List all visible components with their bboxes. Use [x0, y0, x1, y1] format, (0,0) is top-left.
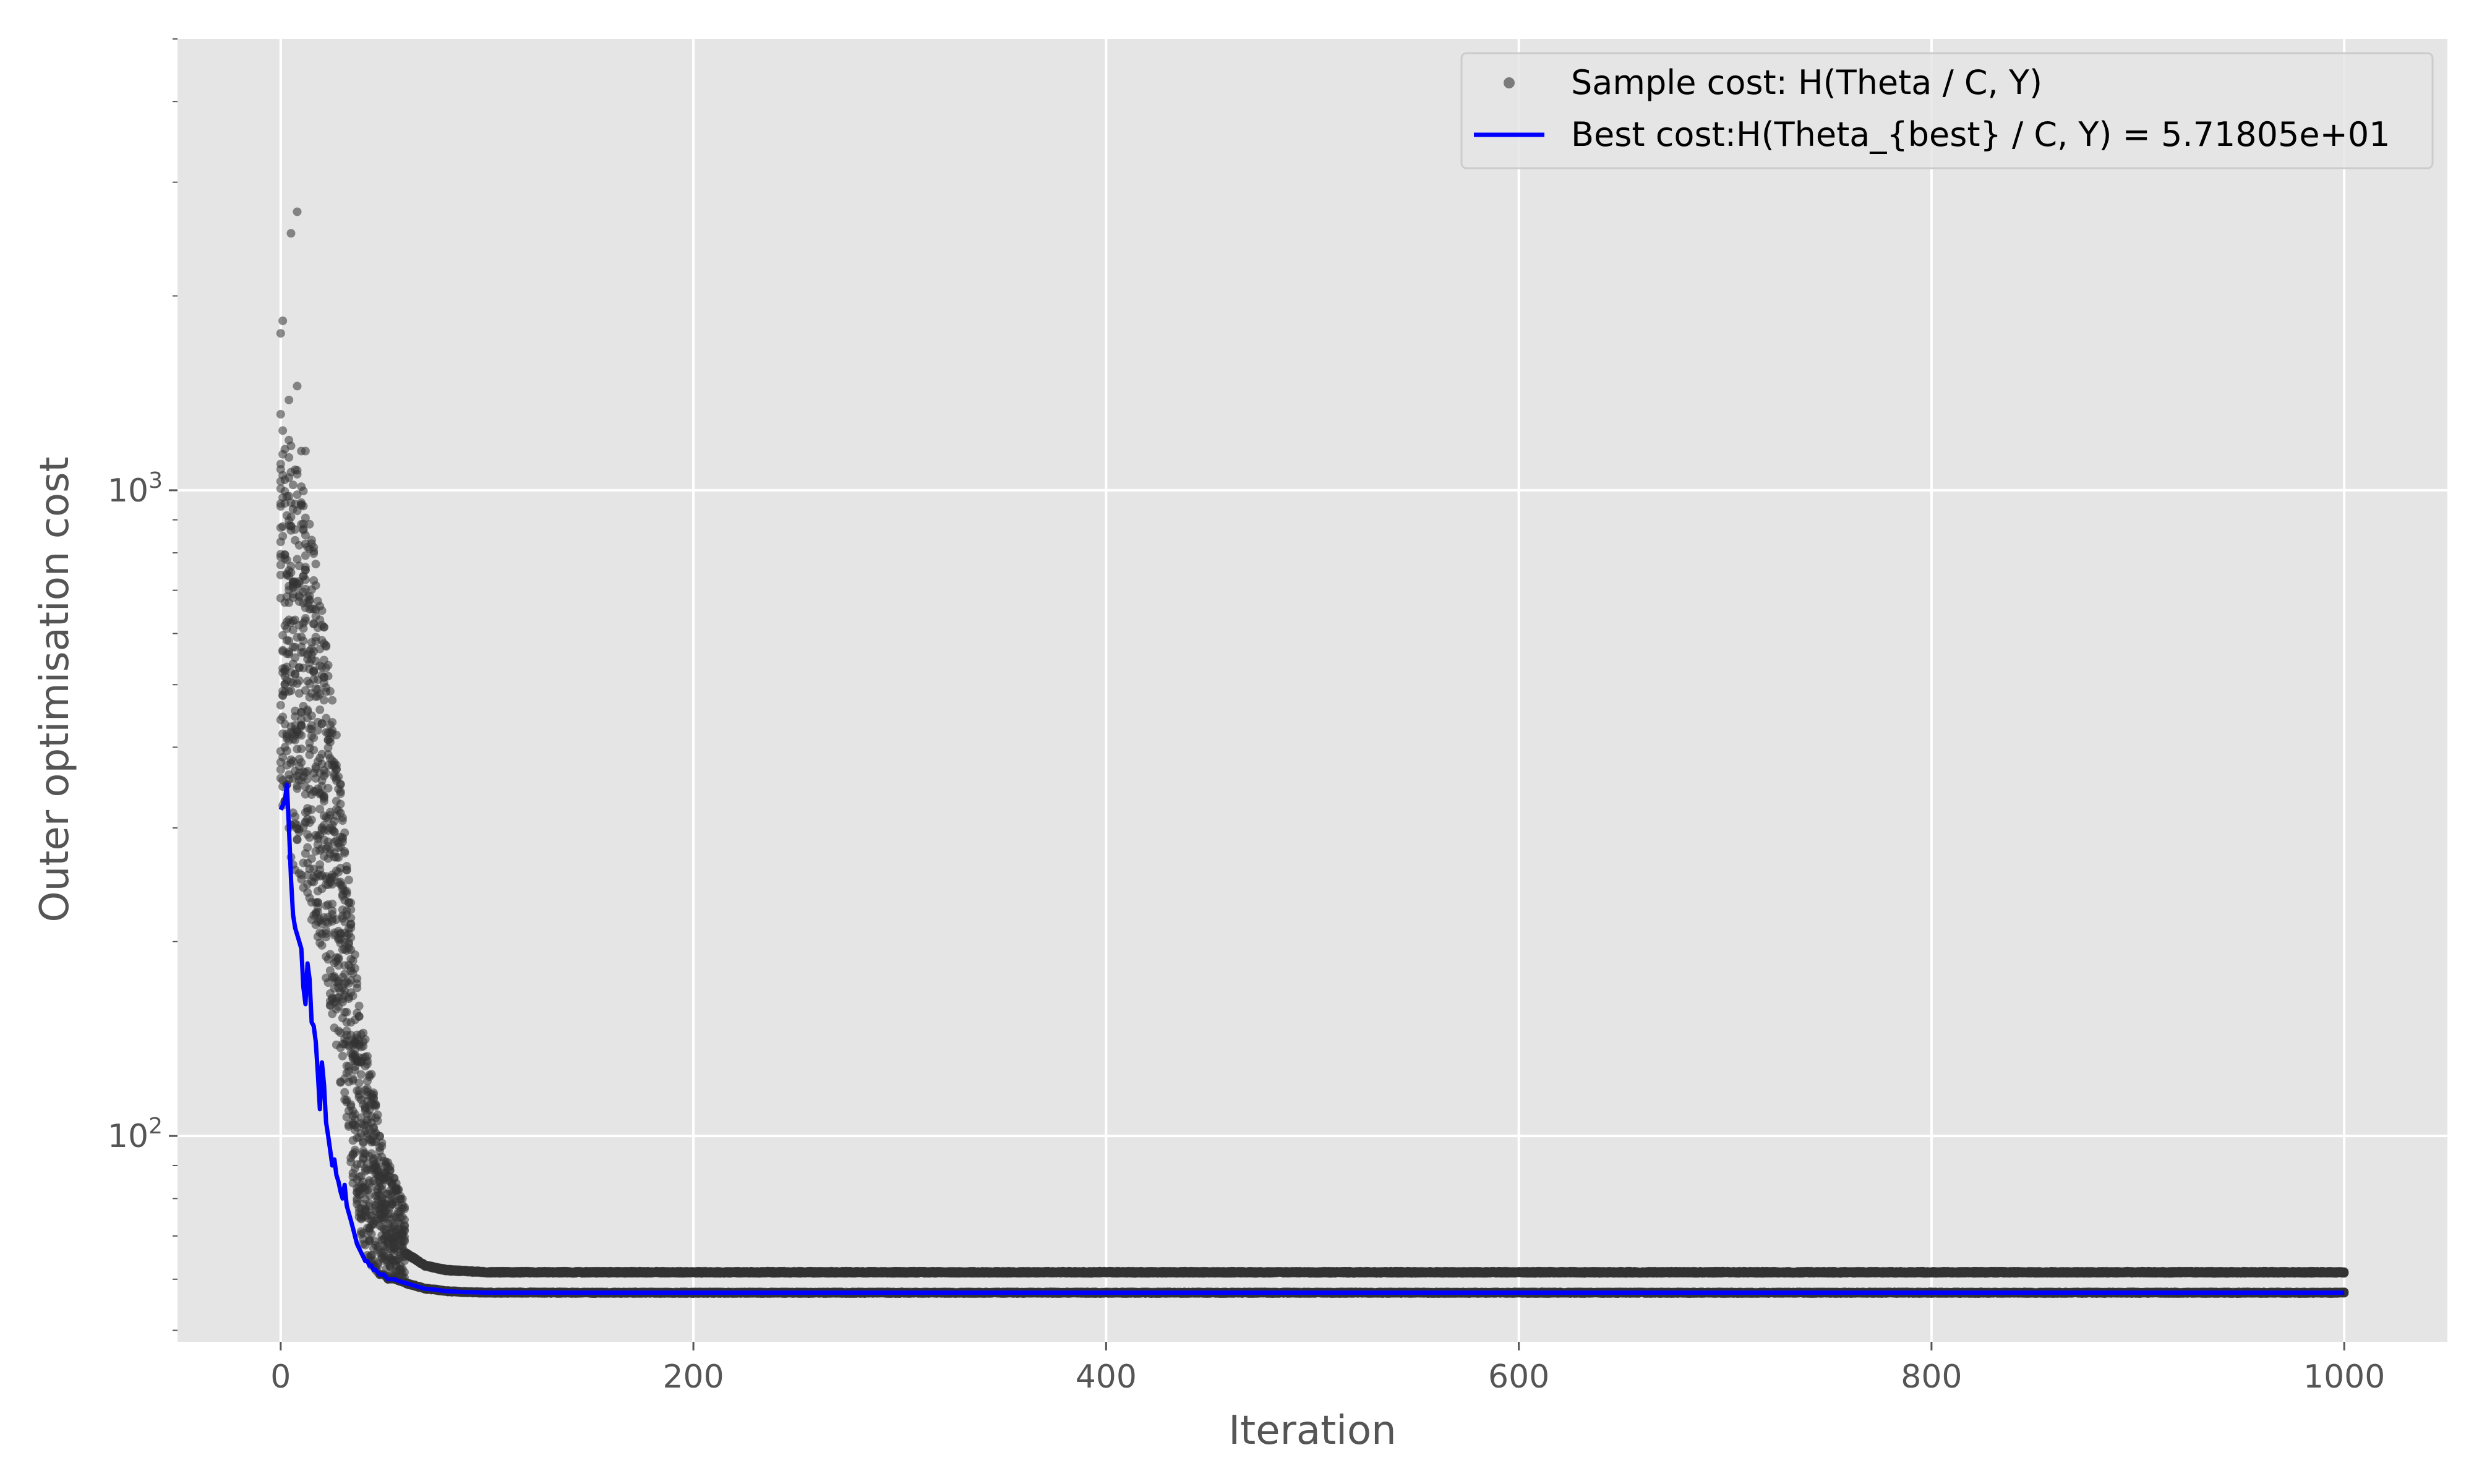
sample-cost-point	[322, 642, 330, 651]
sample-cost-point	[334, 772, 343, 781]
sample-cost-point	[400, 1268, 409, 1277]
sample-cost-point	[283, 746, 291, 755]
sample-cost-point	[377, 1138, 386, 1147]
sample-cost-point	[336, 789, 345, 798]
sample-cost-point	[340, 847, 349, 856]
sample-cost-point	[343, 889, 351, 898]
sample-cost-point	[297, 744, 306, 753]
sample-cost-point	[326, 738, 335, 746]
plot-background	[178, 39, 2447, 1342]
sample-cost-point	[318, 941, 327, 950]
sample-cost-point	[324, 661, 333, 670]
sample-cost-point	[314, 898, 322, 907]
sample-cost-point	[287, 562, 296, 571]
sample-cost-point	[351, 950, 359, 959]
sample-cost-point	[374, 1111, 382, 1119]
sample-cost-point	[307, 805, 316, 814]
sample-cost-point	[355, 1078, 364, 1087]
sample-cost-point	[340, 1088, 349, 1097]
sample-cost-point	[324, 672, 333, 680]
sample-cost-point	[307, 712, 316, 720]
sample-cost-point	[326, 687, 335, 696]
sample-cost-point	[398, 1195, 407, 1203]
sample-cost-point	[301, 575, 310, 584]
sample-cost-point	[357, 1070, 366, 1079]
sample-cost-point	[346, 933, 355, 942]
sample-cost-point	[301, 566, 310, 574]
sample-cost-point	[278, 532, 287, 540]
sample-cost-point	[346, 898, 355, 907]
sample-cost-point	[328, 696, 336, 705]
sample-cost-point	[295, 676, 304, 685]
sample-cost-point	[363, 1060, 372, 1068]
sample-cost-point	[351, 1148, 359, 1157]
sample-cost-point	[367, 1070, 376, 1078]
sample-cost-point	[343, 866, 351, 874]
sample-cost-point	[322, 926, 330, 935]
sample-cost-point	[307, 816, 316, 824]
sample-cost-point	[328, 718, 336, 727]
sample-cost-point	[338, 816, 347, 825]
sample-cost-point	[287, 441, 296, 450]
sample-cost-point	[312, 581, 320, 590]
sample-cost-point	[312, 560, 320, 568]
sample-cost-point	[363, 1052, 372, 1060]
sample-cost-point	[320, 696, 328, 704]
sample-cost-point	[293, 835, 302, 844]
sample-cost-point	[309, 733, 318, 742]
sample-cost-point	[309, 543, 318, 552]
sample-cost-point	[355, 1002, 364, 1010]
sample-cost-point	[285, 453, 293, 462]
sample-cost-point	[400, 1222, 409, 1230]
sample-cost-point	[400, 1235, 409, 1244]
sample-cost-point	[400, 1203, 409, 1211]
sample-cost-point	[287, 513, 296, 521]
sample-cost-point	[332, 765, 341, 774]
sample-cost-point	[320, 791, 328, 800]
sample-cost-point	[306, 595, 314, 604]
sample-cost-point	[320, 623, 328, 631]
sample-cost-point	[315, 860, 324, 869]
sample-cost-point	[309, 746, 318, 754]
sample-cost-point	[276, 410, 285, 419]
sample-cost-point	[367, 1230, 376, 1239]
sample-cost-point	[343, 1008, 351, 1017]
sample-cost-point	[345, 876, 353, 884]
sample-cost-point	[306, 520, 314, 529]
sample-cost-point	[276, 701, 285, 710]
sample-cost-point	[334, 953, 343, 962]
sample-cost-point	[371, 1102, 380, 1111]
sample-cost-point	[278, 426, 287, 435]
sample-cost-point	[346, 919, 355, 928]
sample-cost-point	[307, 855, 316, 863]
sample-cost-point	[332, 731, 341, 740]
sample-cost-point	[299, 487, 308, 495]
sample-cost-point	[307, 535, 316, 544]
sample-cost-point	[287, 686, 296, 695]
sample-cost-point	[353, 979, 361, 988]
sample-cost-point	[324, 784, 333, 793]
sample-cost-point	[351, 964, 359, 973]
sample-cost-point	[322, 769, 330, 777]
sample-cost-point	[349, 991, 357, 1000]
sample-cost-point	[315, 706, 324, 714]
sample-cost-point	[301, 614, 310, 623]
sample-cost-point	[293, 470, 302, 479]
sample-cost-point	[299, 501, 308, 510]
sample-cost-point	[355, 1012, 364, 1021]
sample-cost-point	[299, 636, 308, 645]
sample-cost-point	[297, 758, 306, 767]
sample-cost-point	[303, 843, 312, 852]
sample-cost-point	[291, 812, 299, 821]
sample-cost-point	[318, 607, 327, 615]
sample-cost-point	[336, 800, 345, 808]
sample-cost-point	[297, 731, 306, 740]
sample-cost-point	[361, 1035, 370, 1044]
sample-cost-point	[289, 480, 297, 489]
sample-cost-point	[340, 829, 349, 837]
sample-cost-point	[299, 624, 308, 633]
sample-cost-point	[338, 1052, 347, 1060]
